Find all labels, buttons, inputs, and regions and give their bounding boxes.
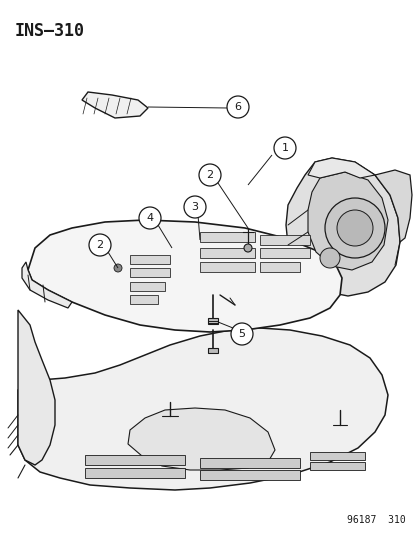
Circle shape xyxy=(139,207,161,229)
Polygon shape xyxy=(374,170,411,242)
Bar xyxy=(130,295,158,304)
Text: INS–310: INS–310 xyxy=(15,22,85,40)
Polygon shape xyxy=(307,172,387,270)
Bar xyxy=(85,455,185,465)
Bar xyxy=(199,232,254,242)
Bar xyxy=(207,318,218,324)
Bar xyxy=(259,235,309,245)
Bar xyxy=(309,462,364,470)
Bar xyxy=(199,470,299,480)
Polygon shape xyxy=(128,408,274,470)
Text: 5: 5 xyxy=(238,329,245,339)
Circle shape xyxy=(273,137,295,159)
Circle shape xyxy=(183,196,206,218)
Bar xyxy=(130,268,170,277)
Polygon shape xyxy=(28,220,341,332)
Polygon shape xyxy=(307,158,374,178)
Bar xyxy=(130,255,170,264)
Bar xyxy=(130,282,165,291)
Polygon shape xyxy=(82,92,147,118)
Circle shape xyxy=(319,248,339,268)
Circle shape xyxy=(226,96,248,118)
Text: 96187  310: 96187 310 xyxy=(347,515,405,525)
Circle shape xyxy=(89,234,111,256)
Bar xyxy=(259,248,309,258)
Polygon shape xyxy=(285,158,399,296)
Circle shape xyxy=(230,323,252,345)
Circle shape xyxy=(199,164,221,186)
Bar xyxy=(309,452,364,460)
Text: 6: 6 xyxy=(234,102,241,112)
Bar xyxy=(259,262,299,272)
Text: 3: 3 xyxy=(191,202,198,212)
Circle shape xyxy=(114,264,122,272)
Text: 2: 2 xyxy=(96,240,103,250)
Text: 1: 1 xyxy=(281,143,288,153)
Text: 4: 4 xyxy=(146,213,153,223)
Polygon shape xyxy=(18,328,387,490)
Polygon shape xyxy=(22,262,72,308)
Circle shape xyxy=(336,210,372,246)
Polygon shape xyxy=(18,310,55,465)
Bar xyxy=(207,348,218,353)
Text: 2: 2 xyxy=(206,170,213,180)
Circle shape xyxy=(324,198,384,258)
Circle shape xyxy=(243,244,252,252)
Bar xyxy=(199,458,299,468)
Bar xyxy=(199,248,254,258)
Bar xyxy=(85,468,185,478)
Bar xyxy=(199,262,254,272)
